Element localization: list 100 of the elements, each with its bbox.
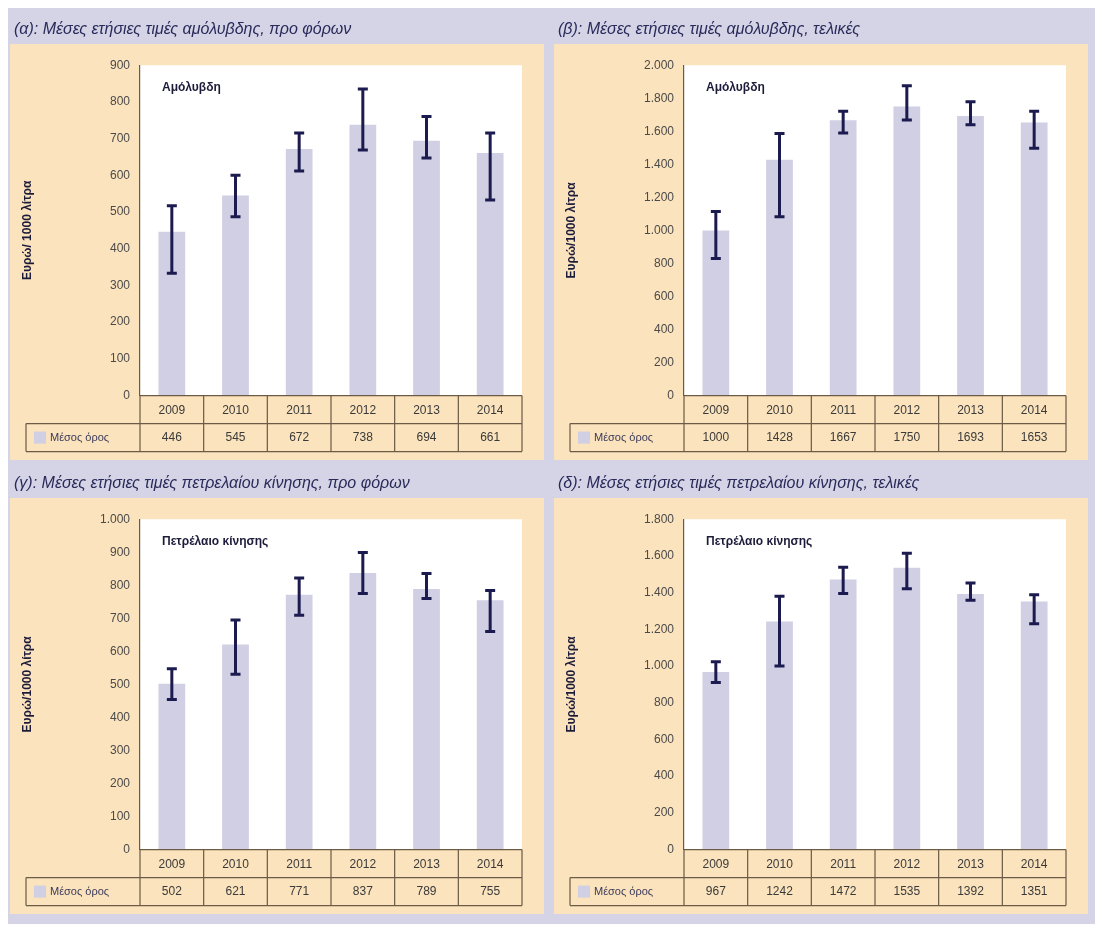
y-tick-label: 400 (653, 321, 675, 336)
chart-title: (δ): Μέσες ετήσιες τιμές πετρελαίου κίνησης, τελικές (557, 473, 921, 493)
x-tick-label: 2014 (476, 403, 504, 418)
data-label: 694 (416, 429, 437, 444)
y-axis-title: Ευρώ/1000 λίτρα (19, 635, 34, 733)
bar (702, 230, 730, 396)
data-label: 1428 (766, 429, 794, 444)
x-tick-label: 2013 (413, 403, 441, 418)
data-label: 738 (352, 429, 374, 444)
bar (413, 588, 440, 850)
data-label: 502 (161, 883, 183, 898)
x-tick-label: 2010 (766, 403, 794, 418)
y-tick-label: 300 (109, 277, 131, 292)
x-tick-label: 2010 (222, 403, 250, 418)
bar (285, 148, 313, 396)
data-label: 1653 (1020, 429, 1048, 444)
chart-title: (α): Μέσες ετήσιες τιμές αμόλυβδης, προ φόρων (13, 19, 353, 39)
bar (476, 600, 504, 850)
x-tick-label: 2009 (702, 403, 730, 418)
data-label: 1472 (829, 883, 857, 898)
x-tick-label: 2014 (476, 857, 504, 872)
bar (893, 106, 921, 396)
x-tick-label: 2013 (957, 403, 985, 418)
data-label: 672 (289, 429, 310, 444)
bar (829, 120, 857, 396)
data-label: 1392 (957, 883, 985, 898)
y-tick-label: 200 (653, 354, 675, 369)
y-tick-label: 300 (109, 742, 131, 757)
y-tick-label: 900 (109, 544, 131, 559)
data-label: 661 (480, 429, 501, 444)
x-tick-label: 2011 (830, 403, 857, 418)
annotation: Αμόλυβδη (706, 79, 765, 94)
legend-label: Μέσος όρος (594, 430, 654, 443)
bar (349, 124, 377, 396)
data-label: 621 (225, 883, 246, 898)
x-tick-label: 2011 (286, 857, 313, 872)
bar (1020, 601, 1048, 850)
y-tick-label: 1.400 (643, 584, 675, 599)
data-label: 1750 (893, 429, 921, 444)
x-tick-label: 2009 (702, 857, 730, 872)
y-tick-label: 0 (123, 841, 131, 856)
y-tick-label: 1.600 (643, 548, 675, 563)
bar (222, 644, 249, 850)
y-tick-label: 600 (653, 731, 675, 746)
y-tick-label: 700 (109, 130, 131, 145)
bar (1020, 122, 1048, 396)
x-tick-label: 2009 (158, 857, 186, 872)
bar (158, 231, 186, 396)
y-tick-label: 1.000 (643, 658, 675, 673)
x-tick-label: 2010 (222, 857, 250, 872)
bar (893, 567, 921, 850)
data-label: 1000 (702, 429, 730, 444)
data-label: 755 (480, 883, 501, 898)
annotation: Πετρέλαιο κίνησης (162, 533, 269, 548)
y-tick-label: 600 (653, 288, 675, 303)
x-tick-label: 2011 (286, 403, 313, 418)
x-tick-label: 2012 (893, 403, 921, 418)
y-tick-label: 1.400 (643, 156, 675, 171)
y-tick-label: 800 (109, 94, 131, 109)
annotation: Πετρέλαιο κίνησης (706, 533, 813, 548)
bar (285, 594, 313, 850)
y-tick-label: 100 (109, 351, 131, 366)
y-tick-label: 1.200 (643, 189, 675, 204)
bar (957, 115, 984, 396)
y-tick-label: 1.000 (99, 511, 131, 526)
bar (766, 159, 793, 396)
y-tick-label: 0 (667, 841, 675, 856)
y-tick-label: 400 (653, 768, 675, 783)
bar (222, 195, 249, 396)
x-tick-label: 2012 (893, 857, 921, 872)
data-label: 1667 (829, 429, 857, 444)
bar (158, 683, 186, 850)
data-label: 446 (161, 429, 183, 444)
y-axis-title: Ευρώ/1000 λίτρα (563, 635, 578, 733)
y-tick-label: 100 (109, 808, 131, 823)
bar (957, 594, 984, 850)
y-tick-label: 800 (109, 577, 131, 592)
chart-title: (β): Μέσες ετήσιες τιμές αμόλυβδης, τελικές (557, 19, 861, 39)
x-tick-label: 2012 (349, 403, 377, 418)
data-label: 1351 (1020, 883, 1048, 898)
bar (476, 152, 504, 396)
y-tick-label: 1.800 (643, 511, 675, 526)
y-tick-label: 500 (109, 676, 131, 691)
bar (829, 579, 857, 850)
data-label: 1242 (766, 883, 794, 898)
y-tick-label: 200 (109, 314, 131, 329)
bar (702, 672, 730, 850)
y-tick-label: 400 (109, 709, 131, 724)
y-tick-label: 700 (109, 610, 131, 625)
y-axis-title: Ευρώ/1000 λίτρα (563, 181, 578, 279)
y-tick-label: 2.000 (643, 57, 675, 72)
data-label: 837 (352, 883, 374, 898)
x-tick-label: 2014 (1020, 857, 1048, 872)
data-label: 967 (705, 883, 727, 898)
y-tick-label: 400 (109, 241, 131, 256)
y-tick-label: 200 (653, 805, 675, 820)
y-tick-label: 1.800 (643, 90, 675, 105)
data-label: 771 (289, 883, 310, 898)
y-tick-label: 500 (109, 204, 131, 219)
y-tick-label: 0 (667, 387, 675, 402)
